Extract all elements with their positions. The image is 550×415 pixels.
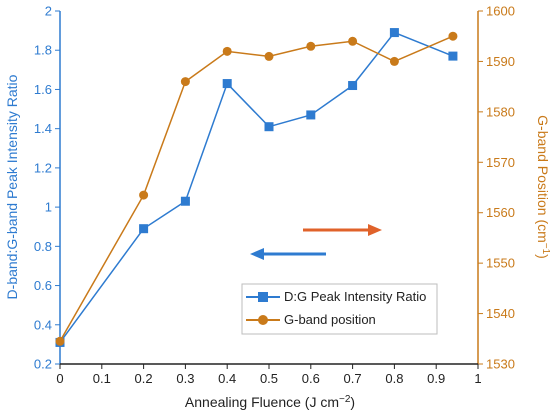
data-point-circle (264, 51, 274, 61)
y-right-tick-label: 1570 (486, 155, 515, 170)
y-right-tick-label: 1550 (486, 256, 515, 271)
legend-box (241, 283, 438, 335)
legend-swatch-square-icon (258, 292, 268, 302)
data-point-square (222, 79, 232, 89)
data-point-square (264, 122, 274, 132)
x-tick-label: 0.1 (93, 371, 111, 386)
data-point-circle (222, 46, 232, 56)
legend-entry-gband: G-band position (246, 312, 376, 327)
y-left-tick-label: 0.2 (34, 357, 52, 372)
legend-label-ratio: D:G Peak Intensity Ratio (284, 289, 426, 304)
data-point-square (389, 28, 399, 38)
y-left-tick-label: 0.8 (34, 239, 52, 254)
data-point-circle (139, 190, 149, 200)
data-point-square (448, 51, 458, 61)
x-tick-label: 0.8 (385, 371, 403, 386)
data-point-circle (448, 31, 458, 41)
legend-entry-ratio: D:G Peak Intensity Ratio (246, 289, 426, 304)
data-point-circle (180, 77, 190, 87)
left-axis-ticks: 0.2 0.4 0.6 0.8 1 1.2 1.4 1.6 1.8 2 (34, 4, 60, 372)
y-right-tick-label: 1530 (486, 357, 515, 372)
x-tick-label: 0 (56, 371, 63, 386)
y-right-tick-label: 1540 (486, 306, 515, 321)
x-tick-label: 0.3 (176, 371, 194, 386)
legend: D:G Peak Intensity Ratio G-band position (241, 283, 438, 335)
y-left-tick-label: 0.6 (34, 278, 52, 293)
data-point-circle (55, 336, 65, 346)
x-tick-label: 0.9 (427, 371, 445, 386)
left-arrow-head-icon (250, 248, 264, 260)
y-left-tick-label: 1.8 (34, 43, 52, 58)
y-left-tick-label: 0.4 (34, 317, 52, 332)
y-axis-right-title: G-band Position (cm−1) (535, 115, 550, 259)
y-right-tick-label: 1600 (486, 4, 515, 19)
x-tick-label: 0.4 (218, 371, 236, 386)
data-point-square (306, 110, 316, 120)
x-axis-ticks: 0 0.1 0.2 0.3 0.4 0.5 0.6 0.7 0.8 0.9 1 (56, 364, 482, 386)
data-point-circle (389, 56, 399, 66)
direction-arrows (250, 224, 382, 260)
y-axis-left-title: D-band:G-band Peak Intensity Ratio (4, 74, 20, 299)
right-axis-ticks: 1530 1540 1550 1560 1570 1580 1590 1600 (478, 4, 515, 372)
data-point-circle (348, 36, 358, 46)
legend-swatch-circle-icon (258, 315, 268, 325)
x-tick-label: 0.7 (344, 371, 362, 386)
data-point-square (348, 81, 358, 91)
x-tick-label: 0.5 (260, 371, 278, 386)
data-point-circle (306, 41, 316, 51)
y-right-tick-label: 1560 (486, 205, 515, 220)
data-point-square (180, 196, 190, 206)
right-arrow-head-icon (368, 224, 382, 236)
y-right-tick-label: 1580 (486, 104, 515, 119)
x-axis-title: Annealing Fluence (J cm−2) (185, 394, 355, 410)
y-left-tick-label: 1.6 (34, 82, 52, 97)
x-tick-label: 0.6 (302, 371, 320, 386)
series-layer (55, 28, 458, 347)
y-left-tick-label: 1.4 (34, 121, 52, 136)
y-left-tick-label: 1 (45, 200, 52, 215)
data-point-square (139, 224, 149, 234)
y-left-tick-label: 2 (45, 4, 52, 19)
legend-label-gband: G-band position (284, 312, 376, 327)
x-tick-label: 1 (474, 371, 481, 386)
y-right-tick-label: 1590 (486, 54, 515, 69)
x-tick-label: 0.2 (135, 371, 153, 386)
y-left-tick-label: 1.2 (34, 160, 52, 175)
